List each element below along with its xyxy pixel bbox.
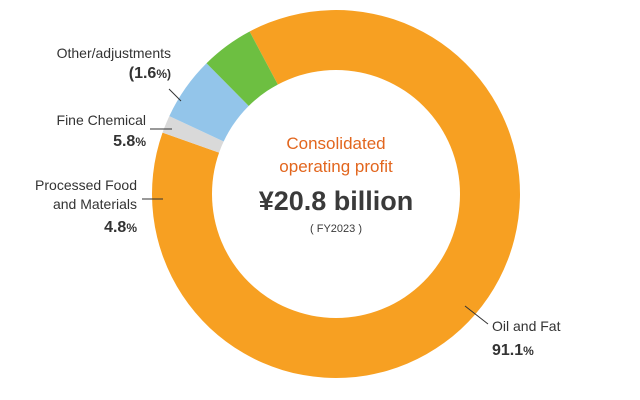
label-oil-fat-name: Oil and Fat (492, 318, 561, 334)
label-fine-chemical-name: Fine Chemical (57, 112, 146, 128)
label-other-value: (1.6%) (129, 65, 171, 82)
center-title-line2: operating profit (279, 157, 393, 176)
label-oil-fat-value: 91.1% (492, 342, 534, 359)
label-processed-food-line2: and Materials (53, 196, 137, 212)
leader-other (168, 88, 182, 102)
label-other-name: Other/adjustments (57, 45, 171, 61)
label-processed-food-value: 4.8% (104, 219, 137, 236)
leader-oil-fat (464, 305, 489, 325)
center-title-line1: Consolidated (286, 134, 385, 153)
label-processed-food-line1: Processed Food (35, 177, 137, 193)
center-value: ¥20.8 billion (259, 186, 414, 216)
label-fine-chemical-value: 5.8% (113, 133, 146, 150)
donut-hole (212, 70, 460, 318)
center-period: ( FY2023 ) (310, 223, 362, 235)
